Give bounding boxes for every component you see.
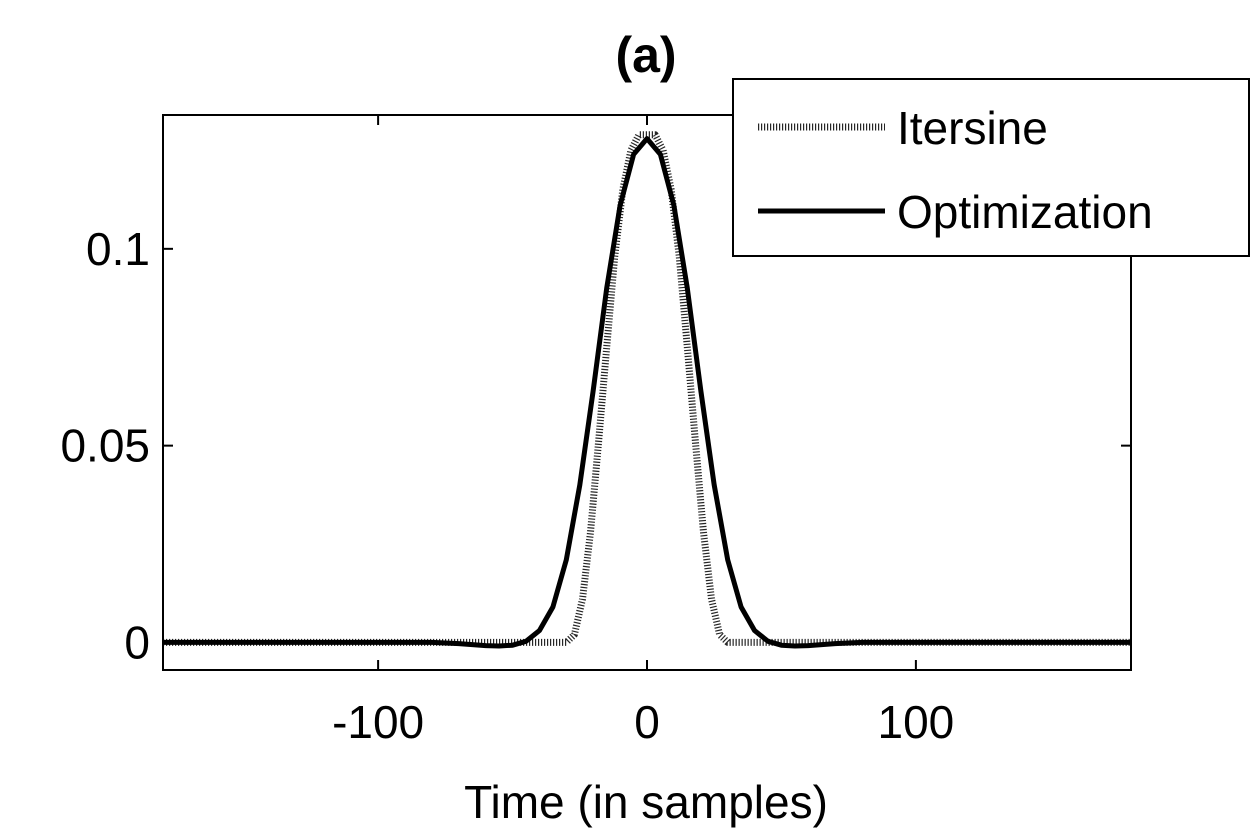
x-tick-label: 100 [878,696,955,748]
x-axis-label: Time (in samples) [464,776,828,828]
x-tick-label: 0 [634,696,660,748]
x-tick-label: -100 [332,696,424,748]
series-line-itersine [163,131,1131,646]
y-tick-label: 0.1 [86,223,150,275]
legend: Itersine Optimization [732,78,1250,257]
legend-box [732,78,1250,257]
y-tick-label: 0 [124,616,150,668]
tick-labels: -100 0 100 0 0.05 0.1 [60,223,954,748]
y-tick-label: 0.05 [60,420,150,472]
legend-label-itersine: Itersine [897,102,1048,154]
series-layer [163,131,1131,649]
chart-title: (a) [615,27,676,83]
series-line-optimization [163,136,1131,649]
legend-label-optimization: Optimization [897,186,1153,238]
